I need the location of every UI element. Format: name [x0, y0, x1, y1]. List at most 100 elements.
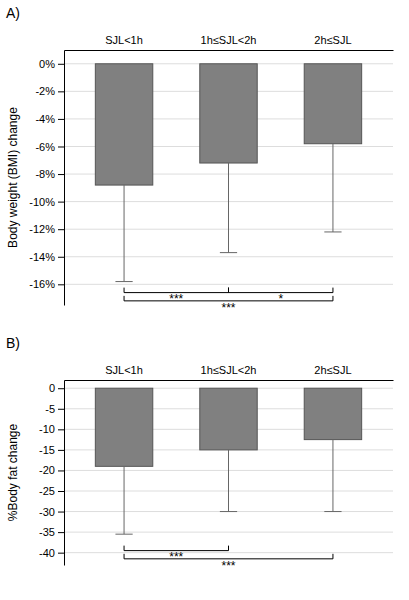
y-tick-label: -10	[39, 423, 55, 435]
grid	[64, 388, 393, 552]
y-tick-mark	[58, 257, 64, 258]
grid-line	[64, 511, 393, 512]
y-axis: 0% -2% -4% -6% -8% -10% -12% -14% -16%	[29, 51, 64, 306]
y-tick-mark	[58, 553, 64, 554]
panel-title: A)	[6, 5, 20, 21]
error-bar	[324, 144, 341, 232]
error-whisker	[228, 450, 229, 512]
y-tick: -15	[39, 444, 64, 456]
grid-line	[64, 532, 393, 533]
y-tick: -4%	[35, 113, 64, 125]
x-tick: 2h≤SJL	[314, 34, 351, 50]
y-tick-label: -12%	[29, 223, 55, 235]
error-whisker	[124, 466, 125, 534]
significance-label: ***	[169, 550, 183, 564]
significance-label: ***	[169, 292, 183, 306]
x-tick-label: 1h≤SJL<2h	[201, 364, 257, 376]
y-tick-label: 0%	[39, 58, 55, 70]
y-tick: -5	[45, 403, 64, 415]
y-tick-mark	[58, 202, 64, 203]
y-axis-title: %Body fat change	[6, 423, 20, 521]
y-tick-mark	[58, 532, 64, 533]
grid	[64, 64, 393, 285]
y-tick: 0	[49, 382, 64, 394]
y-tick-label: -6%	[35, 141, 55, 153]
grid-line	[64, 284, 393, 285]
y-tick-label: -16%	[29, 278, 55, 290]
y-tick-label: -35	[39, 526, 55, 538]
plot-area	[95, 388, 361, 534]
y-tick: -35	[39, 526, 64, 538]
y-tick-mark	[58, 512, 64, 513]
y-tick: -2%	[35, 85, 64, 97]
bar	[95, 64, 152, 185]
y-tick-mark	[58, 491, 64, 492]
x-axis-line	[65, 380, 394, 381]
error-whisker	[332, 440, 333, 512]
error-cap	[115, 281, 132, 282]
error-cap	[324, 231, 341, 232]
x-tick-label: SJL<1h	[105, 34, 143, 46]
y-tick-mark	[58, 174, 64, 175]
error-bar	[324, 440, 341, 512]
y-tick: 0%	[39, 58, 64, 70]
error-cap	[220, 252, 237, 253]
x-tick: 2h≤SJL	[314, 364, 351, 380]
error-bar	[115, 466, 132, 534]
error-cap	[220, 511, 237, 512]
grid-line	[64, 256, 393, 257]
y-tick-label: -10%	[29, 196, 55, 208]
error-cap	[324, 511, 341, 512]
y-tick: -20	[39, 464, 64, 476]
panel: 0% -2% -4% -6% -8% -10% -12% -14% -16% SJL<1h 1h≤S…	[6, 5, 394, 315]
y-tick-label: -20	[39, 464, 55, 476]
plot-area	[95, 64, 361, 282]
figure: 0% -2% -4% -6% -8% -10% -12% -14% -16% SJL<1h 1h≤S…	[0, 0, 409, 600]
y-tick: -30	[39, 506, 64, 518]
x-axis: SJL<1h 1h≤SJL<2h 2h≤SJL	[65, 364, 394, 381]
panel-title: B)	[6, 335, 20, 351]
y-tick-label: -25	[39, 485, 55, 497]
bar	[304, 388, 361, 439]
annotations: *** ***	[124, 546, 333, 573]
error-bar	[220, 450, 237, 512]
y-tick-label: -5	[45, 403, 55, 415]
y-tick-label: -4%	[35, 113, 55, 125]
y-axis-line	[64, 381, 65, 566]
error-cap	[115, 534, 132, 535]
x-axis-line	[65, 50, 394, 51]
y-tick-mark	[58, 409, 64, 410]
significance-label: *	[278, 292, 283, 306]
y-tick-mark	[58, 91, 64, 92]
x-tick-label: 2h≤SJL	[314, 364, 351, 376]
y-tick: -14%	[29, 251, 64, 263]
bar	[200, 64, 257, 163]
x-tick: 1h≤SJL<2h	[201, 34, 257, 50]
x-axis: SJL<1h 1h≤SJL<2h 2h≤SJL	[65, 34, 394, 51]
x-tick-label: 2h≤SJL	[314, 34, 351, 46]
panel: 0 -5 -10 -15 -20 -25 -30 -35 -40 SJL<1h 1h≤SJL<2h 2…	[6, 335, 394, 573]
error-whisker	[228, 163, 229, 253]
error-whisker	[124, 185, 125, 281]
bar	[200, 388, 257, 450]
significance-label: ***	[221, 559, 235, 573]
y-tick-mark	[58, 119, 64, 120]
significance-label: ***	[221, 301, 235, 315]
annotations: *******	[124, 288, 333, 315]
y-tick: -8%	[35, 168, 64, 180]
y-tick-mark	[58, 388, 64, 389]
y-tick: -6%	[35, 141, 64, 153]
y-axis: 0 -5 -10 -15 -20 -25 -30 -35 -40	[39, 381, 64, 566]
y-axis-line	[64, 51, 65, 306]
error-bar	[115, 185, 132, 281]
y-tick: -12%	[29, 223, 64, 235]
x-tick-label: SJL<1h	[105, 364, 143, 376]
y-tick-label: -14%	[29, 251, 55, 263]
y-tick: -10	[39, 423, 64, 435]
y-axis-title: Body weight (BMI) change	[6, 107, 20, 248]
y-tick-mark	[58, 450, 64, 451]
y-tick-label: -2%	[35, 85, 55, 97]
error-whisker	[332, 144, 333, 232]
y-tick-label: -8%	[35, 168, 55, 180]
y-tick: -40	[39, 547, 64, 559]
